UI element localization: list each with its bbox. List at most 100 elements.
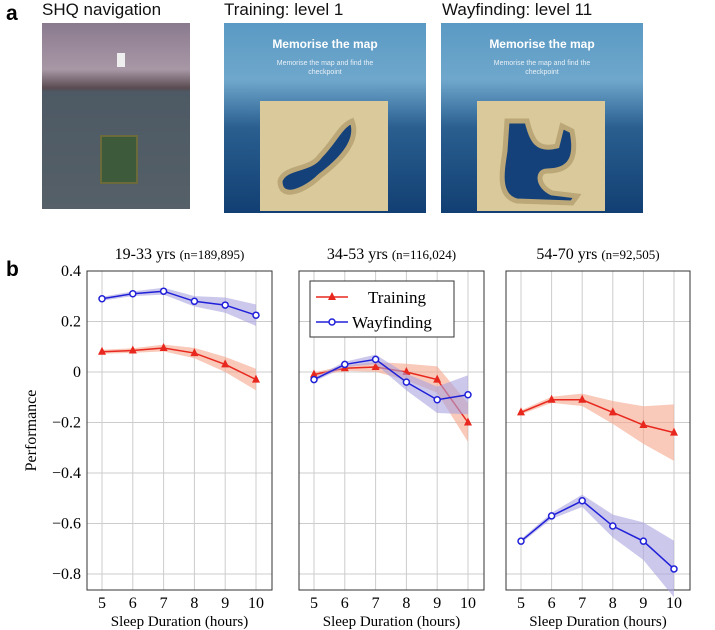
confidence-band-training [102, 344, 256, 391]
x-axis-label: Sleep Duration (hours) [529, 614, 666, 630]
series-line-wayfinding [313, 358, 469, 401]
x-tick-label: 10 [460, 595, 476, 612]
x-tick-label: 8 [609, 595, 617, 612]
plot-frame [298, 270, 485, 591]
map-paper [477, 101, 605, 211]
legend-marker-triangle [328, 292, 336, 300]
map-subheading: Memorise the map and find the checkpoint [493, 60, 591, 76]
data-point-training [670, 427, 678, 436]
x-tick-label: 5 [310, 595, 318, 612]
data-point-wayfinding [341, 360, 349, 369]
series-line-wayfinding [101, 290, 257, 316]
boat [100, 135, 138, 184]
legend-marker-circle [328, 318, 336, 326]
x-axis-label: Sleep Duration (hours) [323, 614, 460, 630]
series-line-training [520, 399, 675, 434]
plot-frame [86, 270, 273, 591]
confidence-band-wayfinding [314, 354, 468, 415]
legend-label: Wayfinding [352, 313, 432, 332]
x-tick-label: 7 [160, 595, 168, 612]
image-title-shq: SHQ navigation [42, 0, 162, 19]
x-tick-label: 5 [517, 595, 525, 612]
map-paper [260, 101, 388, 211]
data-point-training [221, 359, 230, 368]
data-point-training [433, 374, 442, 383]
x-tick-label: 9 [639, 595, 647, 612]
data-point-training [608, 407, 617, 416]
legend-box [309, 280, 455, 338]
data-point-training [310, 369, 318, 378]
data-point-wayfinding [433, 396, 441, 404]
data-point-wayfinding [402, 378, 411, 386]
data-point-wayfinding [129, 289, 137, 298]
y-tick-label: 0 [73, 364, 81, 381]
data-point-training [128, 345, 137, 354]
confidence-band-training [521, 393, 674, 461]
chart-title: 34-53 yrs (n=116,024) [327, 246, 456, 263]
data-point-wayfinding [98, 295, 106, 303]
data-point-training [464, 417, 472, 426]
data-point-training [517, 407, 525, 416]
y-axis-label: Performance [23, 390, 40, 472]
x-tick-label: 7 [578, 595, 586, 612]
y-tick-label: −0.8 [52, 566, 81, 583]
data-point-wayfinding [252, 311, 260, 319]
data-point-wayfinding [670, 565, 678, 573]
y-tick-label: −0.4 [52, 465, 81, 482]
x-tick-label: 9 [433, 595, 441, 612]
series-line-training [101, 347, 257, 381]
chart-title: 54-70 yrs (n=92,505) [536, 246, 659, 263]
legend-label: Training [368, 288, 426, 307]
data-point-wayfinding [547, 512, 556, 520]
panel-a-label: a [6, 2, 18, 25]
wayfinding-map-screenshot: Memorise the map Memorise the map and fi… [441, 23, 643, 213]
lighthouse [117, 53, 125, 67]
data-point-training [252, 374, 260, 383]
data-point-training [547, 394, 556, 403]
confidence-band-training [314, 362, 468, 442]
chart-title: 19-33 yrs (n=189,895) [115, 246, 245, 263]
data-point-wayfinding [371, 355, 380, 364]
x-tick-label: 10 [666, 595, 682, 612]
plot-frame [505, 270, 691, 591]
x-tick-label: 7 [372, 595, 380, 612]
data-point-wayfinding [464, 390, 472, 399]
data-point-wayfinding [639, 537, 648, 545]
x-tick-label: 5 [98, 595, 106, 612]
panel-b-label: b [6, 258, 19, 281]
x-axis-label: Sleep Duration (hours) [111, 614, 248, 630]
series-line-wayfinding [520, 499, 675, 570]
data-point-training [159, 343, 168, 352]
x-tick-label: 8 [190, 595, 198, 612]
x-tick-label: 6 [129, 595, 137, 612]
y-tick-label: 0.2 [61, 314, 81, 331]
training-map-screenshot: Memorise the map Memorise the map and fi… [224, 23, 426, 213]
data-point-training [190, 348, 199, 357]
image-title-wayfinding: Wayfinding: level 11 [442, 0, 593, 19]
data-point-wayfinding [221, 301, 229, 309]
x-tick-label: 6 [341, 595, 349, 612]
x-tick-label: 6 [548, 595, 556, 612]
data-point-wayfinding [578, 497, 586, 505]
x-tick-label: 10 [248, 595, 264, 612]
map-subheading: Memorise the map and find the checkpoint [276, 60, 374, 76]
image-title-training: Training: level 1 [224, 0, 344, 19]
data-point-wayfinding [517, 537, 525, 545]
y-tick-label: −0.6 [52, 516, 81, 533]
data-point-wayfinding [609, 522, 617, 530]
y-tick-label: −0.2 [52, 415, 81, 432]
x-tick-label: 9 [221, 595, 229, 612]
data-point-wayfinding [159, 287, 168, 295]
data-point-training [371, 361, 380, 370]
x-tick-label: 8 [402, 595, 410, 612]
map-heading: Memorise the map [489, 37, 595, 51]
data-point-training [578, 394, 587, 403]
map-heading: Memorise the map [272, 37, 378, 51]
data-point-training [98, 346, 106, 355]
confidence-band-wayfinding [102, 287, 256, 326]
data-point-wayfinding [310, 375, 318, 384]
y-tick-label: 0.4 [61, 263, 81, 280]
confidence-band-wayfinding [521, 494, 674, 598]
data-point-wayfinding [190, 297, 199, 306]
